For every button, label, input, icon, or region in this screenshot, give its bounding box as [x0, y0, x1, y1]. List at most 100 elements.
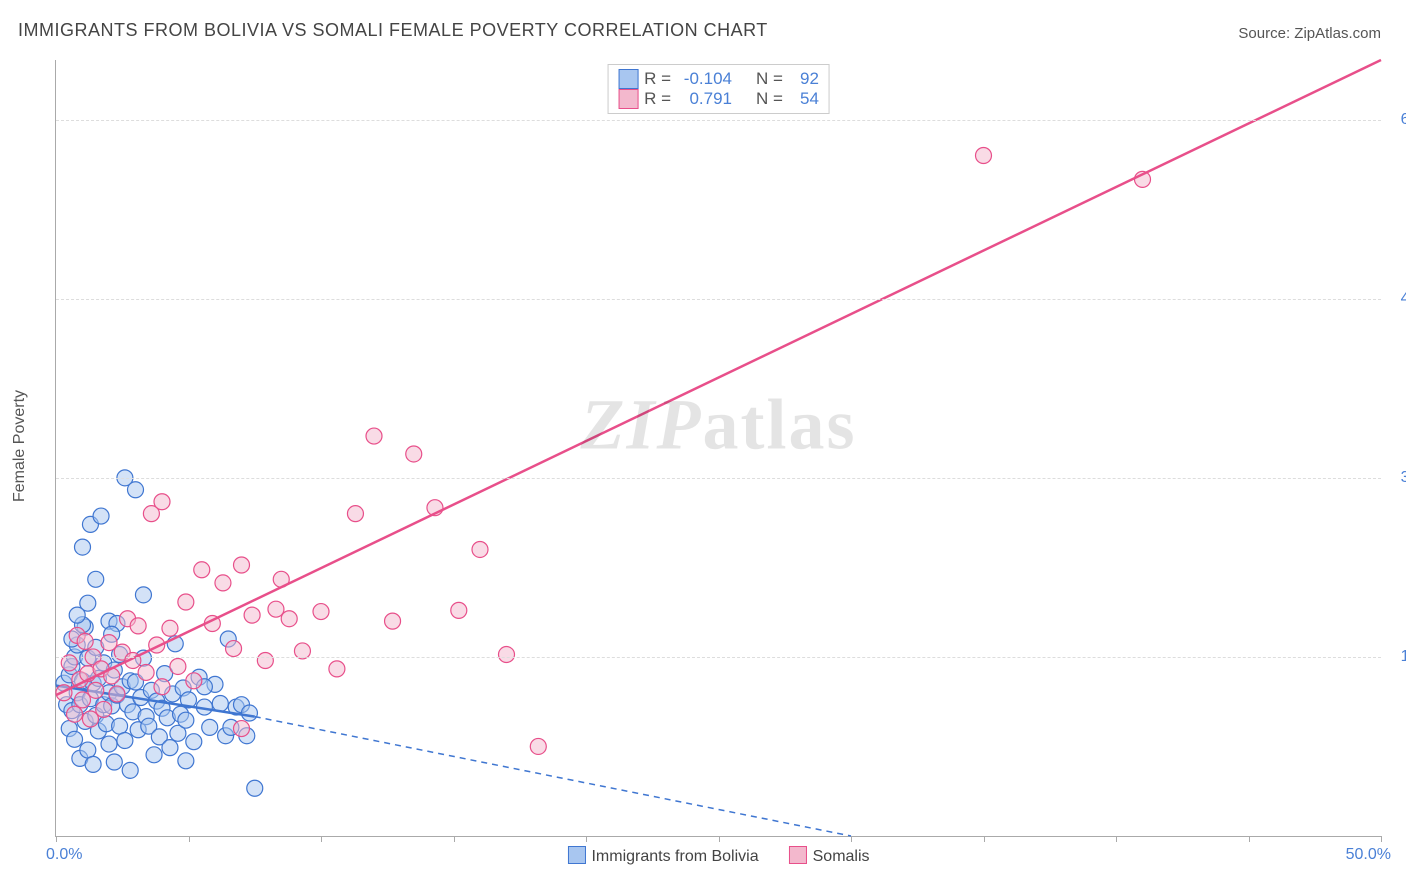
gridline — [56, 657, 1381, 658]
data-point — [186, 673, 202, 689]
legend-swatch — [618, 69, 638, 89]
series-legend: Immigrants from Bolivia Somalis — [567, 846, 869, 866]
source-prefix: Source: — [1238, 25, 1294, 42]
data-point — [215, 575, 231, 591]
plot-svg — [56, 60, 1381, 836]
x-tick — [586, 836, 587, 842]
data-point — [138, 664, 154, 680]
legend-swatch — [567, 846, 585, 864]
data-point — [170, 658, 186, 674]
data-point — [101, 635, 117, 651]
data-point — [212, 695, 228, 711]
data-point — [162, 740, 178, 756]
data-point — [472, 541, 488, 557]
data-point — [329, 661, 345, 677]
data-point — [67, 731, 83, 747]
data-point — [178, 753, 194, 769]
data-point — [202, 719, 218, 735]
data-point — [178, 712, 194, 728]
data-point — [69, 607, 85, 623]
data-point — [77, 633, 93, 649]
x-tick — [1116, 836, 1117, 842]
data-point — [122, 762, 138, 778]
x-tick — [719, 836, 720, 842]
chart-title: IMMIGRANTS FROM BOLIVIA VS SOMALI FEMALE… — [18, 20, 768, 41]
legend-item: Somalis — [789, 846, 870, 866]
data-point — [146, 747, 162, 763]
data-point — [194, 562, 210, 578]
source-name: ZipAtlas.com — [1294, 25, 1381, 42]
plot-area: ZIPatlas R =-0.104N =92R =0.791N =54 0.0… — [55, 60, 1381, 837]
data-point — [130, 618, 146, 634]
n-value: 92 — [789, 69, 819, 89]
data-point — [178, 594, 194, 610]
source-attribution: Source: ZipAtlas.com — [1238, 25, 1381, 42]
data-point — [499, 647, 515, 663]
legend-item: Immigrants from Bolivia — [567, 846, 758, 866]
data-point — [88, 571, 104, 587]
data-point — [101, 736, 117, 752]
legend-row: R =-0.104N =92 — [618, 69, 819, 89]
data-point — [281, 611, 297, 627]
data-point — [117, 732, 133, 748]
data-point — [109, 686, 125, 702]
data-point — [186, 734, 202, 750]
x-tick — [851, 836, 852, 842]
data-point — [75, 539, 91, 555]
data-point — [234, 721, 250, 737]
x-tick — [1381, 836, 1382, 842]
data-point — [226, 641, 242, 657]
x-tick — [454, 836, 455, 842]
r-label: R = — [644, 89, 671, 109]
data-point — [112, 718, 128, 734]
gridline — [56, 478, 1381, 479]
data-point — [106, 754, 122, 770]
y-tick-label: 60.0% — [1401, 111, 1406, 129]
x-tick — [189, 836, 190, 842]
data-point — [313, 604, 329, 620]
data-point — [268, 601, 284, 617]
x-axis-start-label: 0.0% — [46, 846, 82, 864]
data-point — [82, 711, 98, 727]
gridline — [56, 120, 1381, 121]
legend-row: R =0.791N =54 — [618, 89, 819, 109]
data-point — [234, 557, 250, 573]
data-point — [241, 705, 257, 721]
x-tick — [56, 836, 57, 842]
y-axis-label: Female Poverty — [11, 390, 29, 502]
y-tick-label: 15.0% — [1401, 648, 1406, 666]
data-point — [75, 692, 91, 708]
x-tick — [984, 836, 985, 842]
x-axis-end-label: 50.0% — [1346, 846, 1391, 864]
x-tick — [321, 836, 322, 842]
data-point — [80, 742, 96, 758]
correlation-legend: R =-0.104N =92R =0.791N =54 — [607, 64, 830, 114]
trend-line-dashed — [255, 717, 851, 836]
r-value: -0.104 — [677, 69, 732, 89]
data-point — [88, 682, 104, 698]
y-tick-label: 30.0% — [1401, 469, 1406, 487]
data-point — [976, 148, 992, 164]
data-point — [530, 738, 546, 754]
data-point — [244, 607, 260, 623]
data-point — [135, 587, 151, 603]
y-tick-label: 45.0% — [1401, 290, 1406, 308]
data-point — [85, 756, 101, 772]
legend-swatch — [789, 846, 807, 864]
data-point — [96, 701, 112, 717]
x-tick — [1249, 836, 1250, 842]
legend-label: Somalis — [813, 848, 870, 865]
legend-swatch — [618, 89, 638, 109]
data-point — [257, 653, 273, 669]
legend-label: Immigrants from Bolivia — [591, 848, 758, 865]
trend-line — [56, 60, 1381, 695]
n-label: N = — [756, 89, 783, 109]
n-value: 54 — [789, 89, 819, 109]
data-point — [366, 428, 382, 444]
data-point — [154, 494, 170, 510]
gridline — [56, 299, 1381, 300]
data-point — [67, 706, 83, 722]
n-label: N = — [756, 69, 783, 89]
data-point — [128, 482, 144, 498]
data-point — [154, 679, 170, 695]
